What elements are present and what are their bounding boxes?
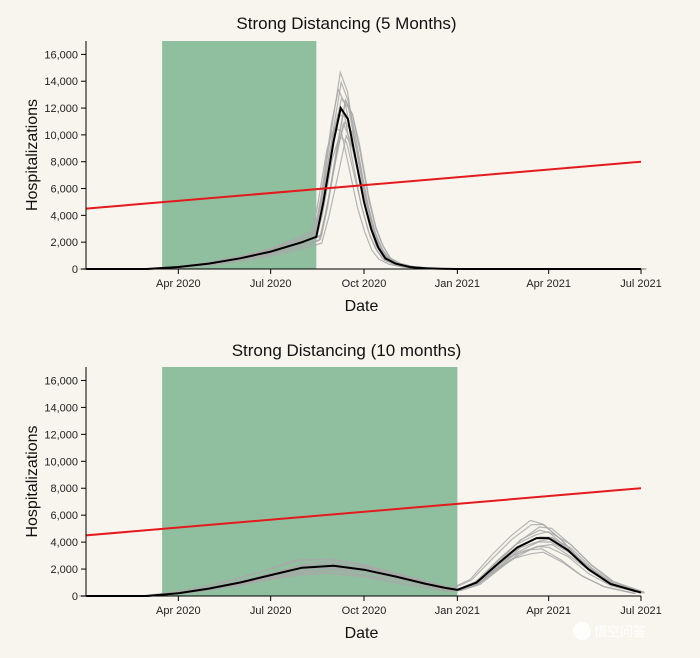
- x-tick-label: Jan 2021: [435, 605, 480, 617]
- x-tick-label: Apr 2020: [156, 278, 201, 290]
- y-tick-label: 2,000: [50, 237, 78, 249]
- x-tick-label: Oct 2020: [342, 605, 387, 617]
- distancing-period-band: [162, 367, 458, 596]
- y-tick-label: 4,000: [50, 210, 78, 222]
- watermark-logo-icon: [573, 622, 591, 640]
- y-tick-label: 14,000: [44, 402, 78, 414]
- y-tick-label: 4,000: [50, 537, 78, 549]
- y-tick-label: 16,000: [44, 375, 78, 387]
- y-tick-label: 12,000: [44, 103, 78, 115]
- x-tick-label: Jul 2021: [620, 605, 662, 617]
- chart-title: Strong Distancing (5 Months): [236, 14, 456, 33]
- x-tick-label: Jul 2021: [620, 278, 662, 290]
- y-axis-label: Hospitalizations: [24, 99, 41, 211]
- y-tick-label: 8,000: [50, 483, 78, 495]
- chart-title: Strong Distancing (10 months): [232, 341, 462, 360]
- y-tick-label: 8,000: [50, 157, 78, 169]
- y-tick-label: 10,000: [44, 456, 78, 468]
- x-tick-label: Jul 2020: [250, 278, 292, 290]
- y-tick-label: 6,000: [50, 184, 78, 196]
- ensemble-run-line: [88, 526, 645, 597]
- x-axis-label: Date: [345, 298, 379, 315]
- x-tick-label: Jul 2020: [250, 605, 292, 617]
- y-tick-label: 6,000: [50, 510, 78, 522]
- chart-panel-top: 0 2,000 4,000 6,000 8,000 10,000 12,000 14,000 1…: [24, 14, 662, 315]
- median-line: [86, 537, 642, 597]
- distancing-period-band: [162, 41, 317, 269]
- x-tick-label: Apr 2020: [156, 605, 201, 617]
- watermark: 悟空问答: [573, 622, 646, 640]
- y-axis-label: Hospitalizations: [24, 425, 41, 537]
- capacity-reference-line: [85, 160, 642, 210]
- y-tick-label: 2,000: [50, 564, 78, 576]
- y-tick-label: 0: [72, 591, 78, 603]
- watermark-text: 悟空问答: [594, 624, 646, 639]
- capacity-reference-line: [85, 487, 642, 537]
- x-axis-label: Date: [345, 625, 379, 642]
- y-tick-label: 12,000: [44, 429, 78, 441]
- y-tick-label: 0: [72, 264, 78, 276]
- x-tick-label: Apr 2021: [526, 278, 571, 290]
- median-line: [86, 105, 641, 270]
- y-tick-label: 14,000: [44, 76, 78, 88]
- x-tick-label: Apr 2021: [526, 605, 571, 617]
- y-tick-label: 16,000: [44, 49, 78, 61]
- x-tick-label: Jan 2021: [435, 278, 480, 290]
- x-tick-label: Oct 2020: [342, 278, 387, 290]
- chart-panel-bottom: 0 2,000 4,000 6,000 8,000 10,000 12,000 14,000 1…: [24, 341, 662, 642]
- y-tick-label: 10,000: [44, 130, 78, 142]
